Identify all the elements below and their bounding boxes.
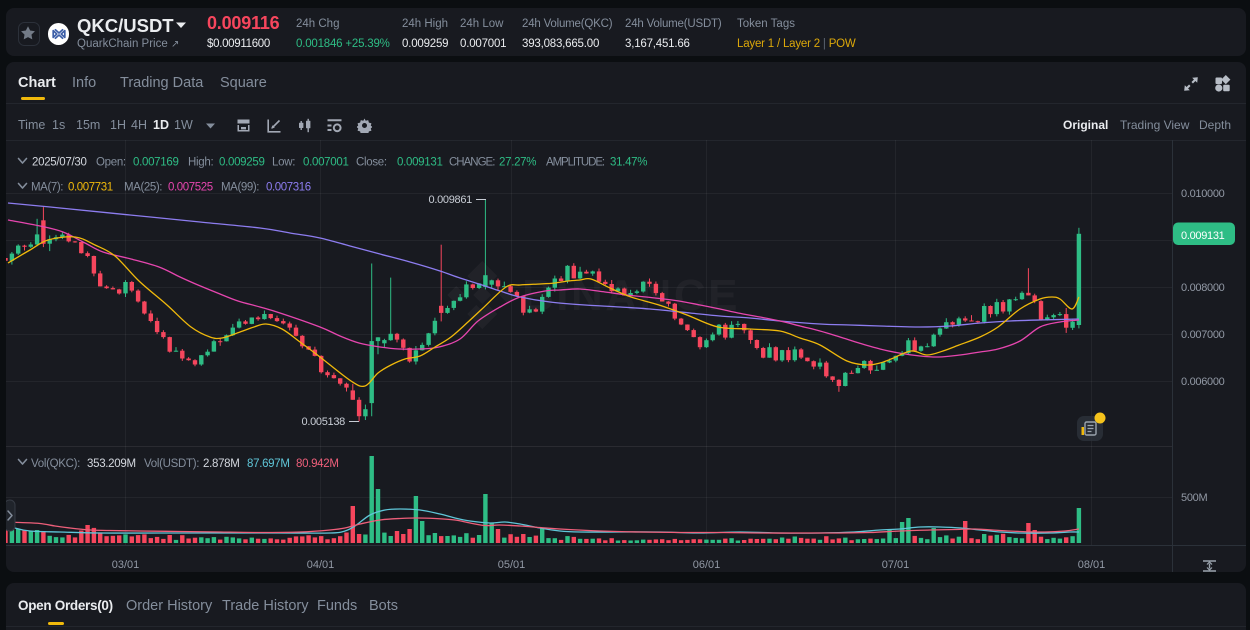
- svg-text:87.697M: 87.697M: [247, 458, 290, 470]
- svg-text:0.009131: 0.009131: [397, 157, 443, 169]
- svg-text:MA(99):: MA(99):: [221, 182, 259, 194]
- svg-text:Close:: Close:: [356, 157, 387, 169]
- svg-text:2025/07/30: 2025/07/30: [32, 157, 87, 169]
- svg-text:27.27%: 27.27%: [499, 157, 536, 169]
- svg-text:05/01: 05/01: [498, 559, 526, 571]
- svg-text:353.209M: 353.209M: [87, 458, 136, 470]
- svg-text:AMPLITUDE:: AMPLITUDE:: [546, 157, 605, 169]
- svg-text:0.007169: 0.007169: [133, 157, 179, 169]
- svg-text:0.007731: 0.007731: [68, 182, 113, 194]
- svg-text:0.009861: 0.009861: [429, 194, 473, 206]
- svg-text:04/01: 04/01: [307, 559, 335, 571]
- svg-text:0.007525: 0.007525: [168, 182, 213, 194]
- svg-text:0.009259: 0.009259: [219, 157, 265, 169]
- svg-text:0.009131: 0.009131: [1181, 230, 1225, 242]
- svg-text:0.007000: 0.007000: [1181, 329, 1225, 341]
- svg-text:0.006000: 0.006000: [1181, 376, 1225, 388]
- svg-text:2.878M: 2.878M: [203, 458, 240, 470]
- svg-text:Low:: Low:: [272, 157, 295, 169]
- svg-text:31.47%: 31.47%: [610, 157, 647, 169]
- svg-text:0.007001: 0.007001: [303, 157, 349, 169]
- svg-text:0.007316: 0.007316: [266, 182, 311, 194]
- svg-text:06/01: 06/01: [693, 559, 721, 571]
- svg-text:MA(7):: MA(7):: [31, 182, 63, 194]
- svg-text:80.942M: 80.942M: [296, 458, 339, 470]
- svg-text:High:: High:: [188, 157, 213, 169]
- svg-text:0.008000: 0.008000: [1181, 282, 1225, 294]
- svg-text:Vol(QKC):: Vol(QKC):: [31, 458, 80, 470]
- svg-text:03/01: 03/01: [112, 559, 140, 571]
- svg-text:0.010000: 0.010000: [1181, 188, 1225, 200]
- svg-text:Vol(USDT):: Vol(USDT):: [144, 458, 199, 470]
- svg-text:0.005138: 0.005138: [302, 416, 346, 428]
- svg-text:Open:: Open:: [96, 157, 126, 169]
- svg-text:500M: 500M: [1181, 492, 1207, 504]
- svg-text:08/01: 08/01: [1078, 559, 1106, 571]
- svg-text:07/01: 07/01: [882, 559, 910, 571]
- svg-text:MA(25):: MA(25):: [124, 182, 162, 194]
- svg-text:CHANGE:: CHANGE:: [449, 157, 495, 169]
